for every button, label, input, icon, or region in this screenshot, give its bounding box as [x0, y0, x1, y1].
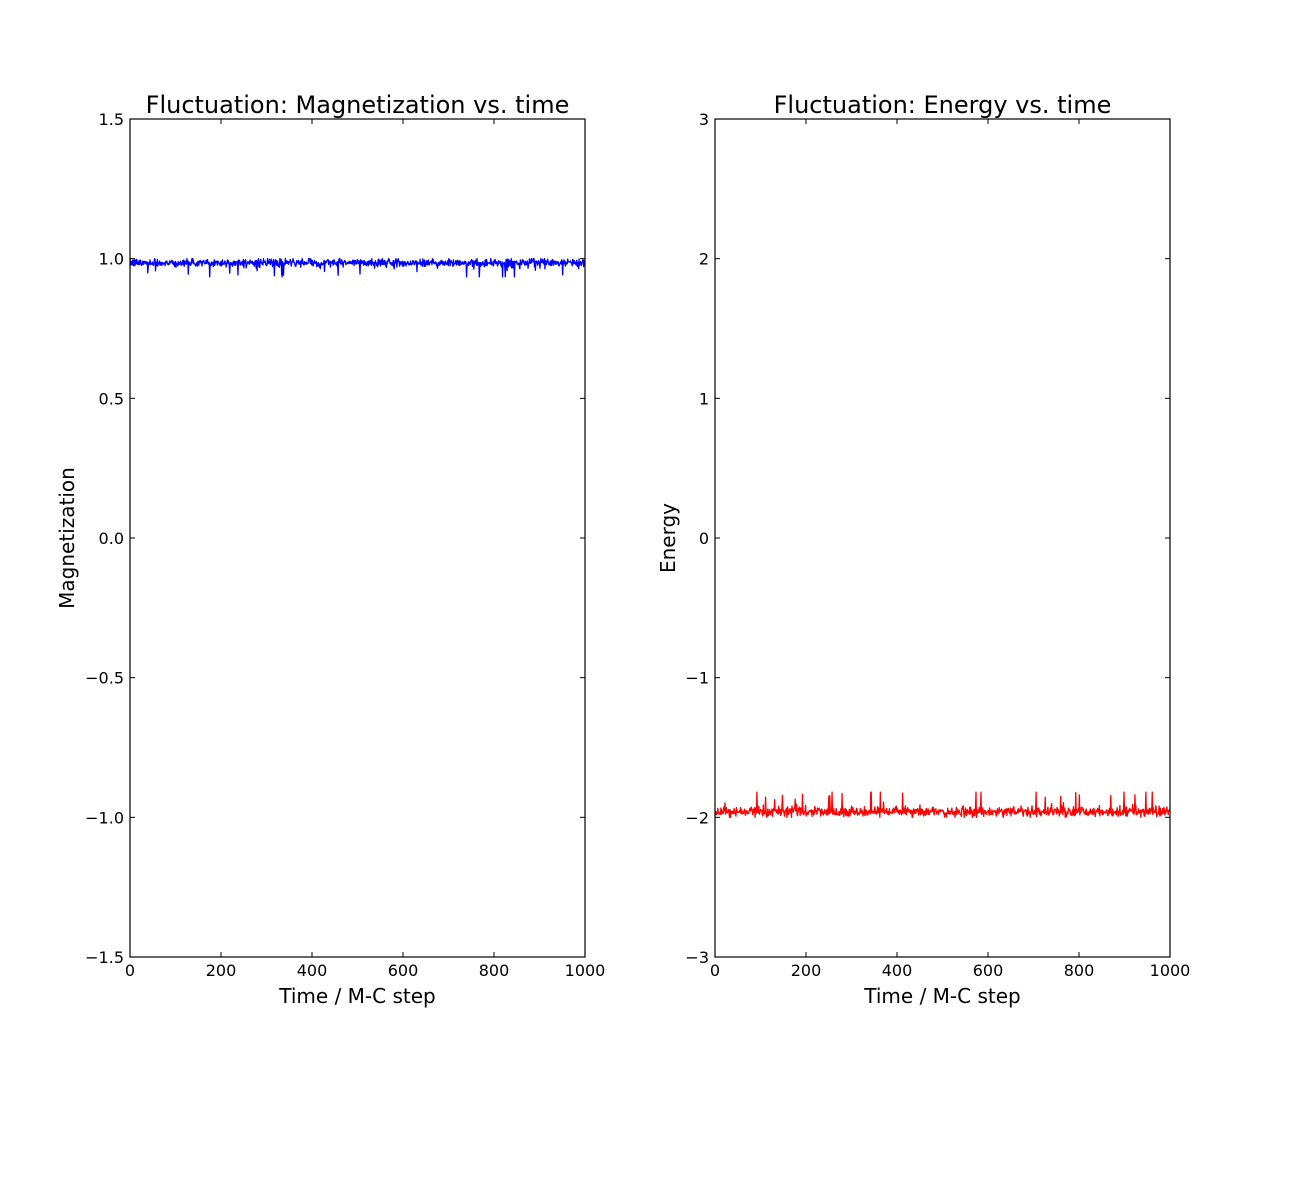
- magnetization-panel: Fluctuation: Magnetization vs. time 0 200…: [55, 91, 605, 1008]
- energy-panel: Fluctuation: Energy vs. time 0 200 400 600 8…: [656, 91, 1190, 1008]
- energy-y-tick-label: 3: [699, 110, 709, 129]
- magnetization-y-tick-label: −0.5: [85, 669, 124, 688]
- energy-y-tick-label: 0: [699, 529, 709, 548]
- energy-ticks: 0 200 400 600 800 1000 −3 −2 −1 0 1 2 3: [685, 110, 1190, 980]
- magnetization-y-tick-label: 0.5: [99, 389, 124, 408]
- energy-chart-title: Fluctuation: Energy vs. time: [774, 91, 1112, 119]
- magnetization-ticks: 0 200 400 600 800 1000 −1.5 −1.0 −0.5 0.0 0.5 1.0 1.…: [85, 110, 605, 980]
- energy-x-tick-label: 800: [1064, 961, 1095, 980]
- energy-x-axis-label: Time / M-C step: [863, 984, 1020, 1008]
- energy-x-tick-label: 1000: [1150, 961, 1191, 980]
- magnetization-x-tick-label: 0: [125, 961, 135, 980]
- energy-y-tick-label: 1: [699, 389, 709, 408]
- magnetization-x-tick-label: 600: [388, 961, 419, 980]
- energy-y-tick-label: −3: [685, 948, 709, 967]
- magnetization-y-tick-label: 1.0: [99, 250, 124, 269]
- magnetization-y-tick-label: 0.0: [99, 529, 124, 548]
- magnetization-x-tick-label: 200: [206, 961, 237, 980]
- magnetization-x-tick-label: 400: [297, 961, 328, 980]
- energy-y-tick-label: −2: [685, 808, 709, 827]
- magnetization-series-group: [129, 258, 586, 278]
- energy-x-tick-label: 0: [710, 961, 720, 980]
- magnetization-y-axis-label: Magnetization: [55, 467, 79, 609]
- energy-x-tick-label: 200: [791, 961, 822, 980]
- energy-y-axis-label: Energy: [656, 503, 680, 573]
- energy-y-tick-label: 2: [699, 250, 709, 269]
- magnetization-x-tick-label: 800: [479, 961, 510, 980]
- magnetization-y-tick-label: 1.5: [99, 110, 124, 129]
- energy-x-tick-label: 600: [973, 961, 1004, 980]
- magnetization-y-tick-label: −1.0: [85, 808, 124, 827]
- magnetization-series-line: [129, 258, 586, 278]
- magnetization-x-tick-label: 1000: [565, 961, 606, 980]
- magnetization-x-axis-label: Time / M-C step: [278, 984, 435, 1008]
- energy-series-line: [714, 791, 1171, 818]
- energy-series-group: [714, 791, 1171, 818]
- magnetization-chart-title: Fluctuation: Magnetization vs. time: [146, 91, 570, 119]
- magnetization-y-tick-label: −1.5: [85, 948, 124, 967]
- energy-x-tick-label: 400: [882, 961, 913, 980]
- energy-y-tick-label: −1: [685, 669, 709, 688]
